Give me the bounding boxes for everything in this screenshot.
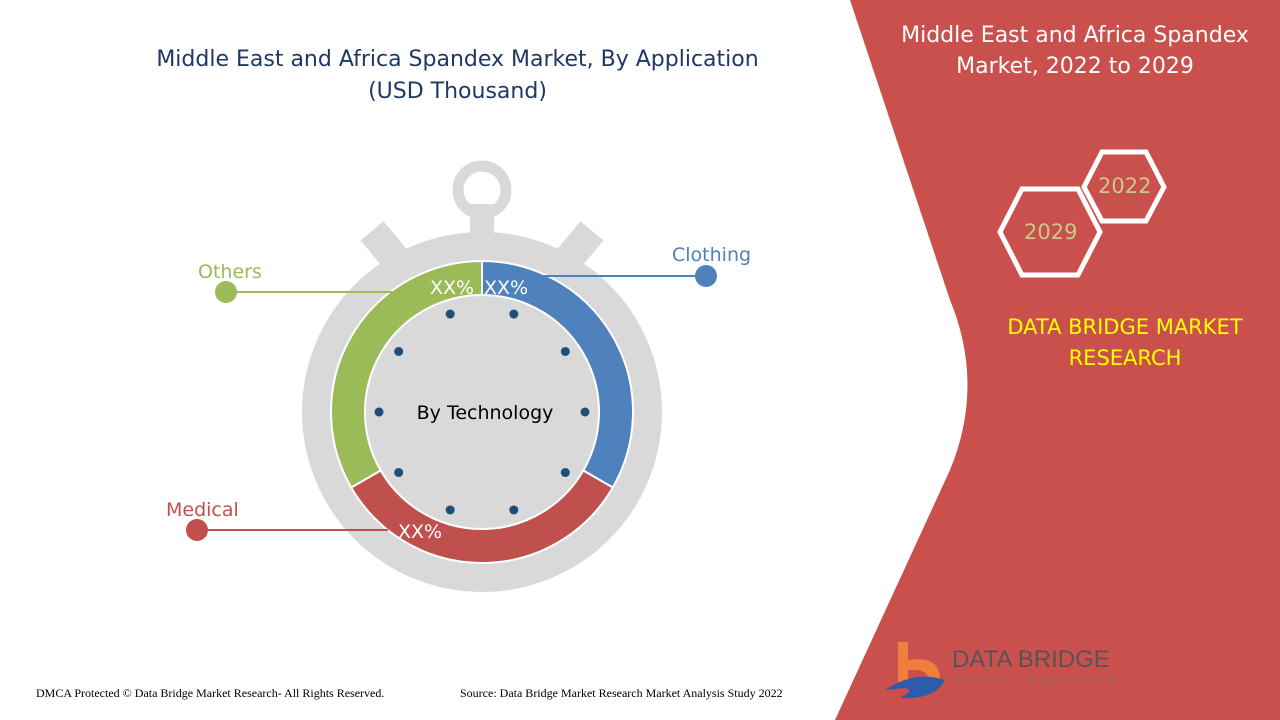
side-title-line-1: Middle East and Africa Spandex: [901, 23, 1249, 48]
brand-text: DATA BRIDGE MARKET RESEARCH: [975, 312, 1275, 374]
segment-others: [330, 259, 483, 489]
segment-label-clothing: XX%: [484, 277, 528, 299]
hexagon-2022: [1081, 149, 1167, 224]
dial-dot: [580, 407, 590, 417]
source-text: Source: Data Bridge Market Research Mark…: [460, 686, 783, 700]
dial-dot: [445, 505, 455, 515]
copyright-text: DMCA Protected © Data Bridge Market Rese…: [36, 686, 385, 700]
logo-icon: [885, 642, 945, 699]
legend-label-medical: Medical: [166, 499, 239, 521]
dial-dot: [394, 468, 404, 478]
dial-dot: [374, 407, 384, 417]
callout-dot-clothing: [695, 265, 717, 287]
legend-label-clothing: Clothing: [672, 244, 751, 266]
stopwatch-donut-chart: XX% XX% XX% Clothing Medical Others By Technol…: [166, 160, 751, 592]
dial-dot: [560, 346, 570, 356]
brand-line-2: RESEARCH: [1068, 346, 1182, 370]
logo-name: DATA BRIDGE: [952, 646, 1110, 673]
side-panel: [835, 0, 1280, 720]
title-line-1: Middle East and Africa Spandex Market, B…: [156, 47, 759, 72]
title-line-2: (USD Thousand): [368, 79, 547, 104]
center-disc: [401, 331, 563, 493]
side-title: Middle East and Africa Spandex Market, 2…: [870, 20, 1280, 82]
dial-dot: [560, 468, 570, 478]
brand-line-1: DATA BRIDGE MARKET: [1007, 315, 1243, 339]
segment-label-others: XX%: [430, 277, 474, 299]
segment-label-medical: XX%: [398, 521, 442, 543]
dial-dot: [445, 309, 455, 319]
dial-dot: [509, 505, 519, 515]
legend-label-others: Others: [198, 261, 262, 283]
chart-title: Middle East and Africa Spandex Market, B…: [120, 44, 795, 108]
year-2029: 2029: [1024, 220, 1078, 244]
dial-dot: [509, 309, 519, 319]
year-2022: 2022: [1098, 174, 1152, 198]
callout-dot-others: [215, 281, 237, 303]
center-label: By Technology: [417, 402, 554, 424]
side-title-line-2: Market, 2022 to 2029: [956, 54, 1194, 79]
callout-dot-medical: [186, 519, 208, 541]
dial-dot: [394, 346, 404, 356]
hexagon-2029: [997, 186, 1103, 278]
logo-subtitle: MARKET RESEARCH: [954, 676, 1119, 686]
